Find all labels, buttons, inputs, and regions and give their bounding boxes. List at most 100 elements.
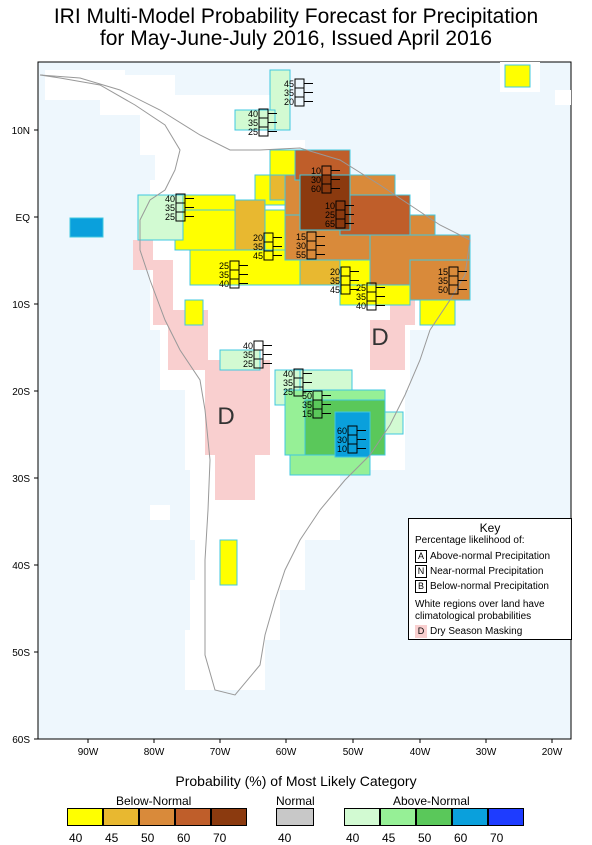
lat-label-20s: 20S [12, 387, 30, 398]
lon-label-30w: 30W [476, 747, 497, 758]
probability-value: 30 [337, 435, 347, 445]
legend-tick-below: 45 [105, 831, 119, 845]
legend-title: Probability (%) of Most Likely Category [175, 773, 417, 789]
probability-value: 25 [248, 127, 258, 137]
key-letter-box-dry: D [415, 625, 427, 638]
lat-label-60s: 60S [12, 735, 30, 746]
probability-value: 20 [253, 233, 263, 243]
dry-mask-mark: D [371, 324, 388, 351]
legend-tick-below: 40 [69, 831, 83, 845]
legend-swatch-below [211, 808, 247, 826]
key-row-below: B Below-normal Precipitation [415, 580, 549, 593]
key-row-label: Below-normal Precipitation [430, 581, 549, 593]
legend-below-label: Below-Normal [116, 794, 192, 808]
probability-value: 40 [356, 301, 366, 311]
lat-label-30s: 30S [12, 474, 30, 485]
probability-value: 35 [248, 118, 258, 128]
probability-value: 40 [243, 341, 253, 351]
key-white-note-1: White regions over land have [415, 599, 545, 610]
lon-label-40w: 40W [410, 747, 431, 758]
lat-label-eq: EQ [16, 213, 31, 224]
probability-value: 65 [325, 219, 335, 229]
probability-value: 25 [219, 261, 229, 271]
key-letter-box: A [415, 550, 427, 563]
lon-label-80w: 80W [144, 747, 165, 758]
probability-value: 35 [253, 242, 263, 252]
legend-tick-above: 45 [382, 831, 396, 845]
legend-tick-above: 70 [490, 831, 504, 845]
probability-value: 10 [325, 201, 335, 211]
lon-label-60w: 60W [276, 747, 297, 758]
probability-value: 30 [311, 175, 321, 185]
probability-value: 10 [337, 444, 347, 454]
probability-value: 10 [311, 166, 321, 176]
lon-label-90w: 90W [78, 747, 99, 758]
legend-swatch-below [103, 808, 139, 826]
legend-swatch-below [175, 808, 211, 826]
probability-value: 35 [330, 276, 340, 286]
probability-value: 35 [243, 350, 253, 360]
probability-value: 45 [330, 285, 340, 295]
legend-tick-above: 40 [346, 831, 360, 845]
probability-value: 60 [311, 184, 321, 194]
legend-swatch-above [416, 808, 452, 826]
probability-value: 45 [253, 251, 263, 261]
legend-tick-above: 50 [418, 831, 432, 845]
graticule-ticks [34, 129, 553, 743]
legend-tick-normal: 40 [278, 831, 292, 845]
probability-value: 25 [165, 212, 175, 222]
probability-value: 20 [284, 97, 294, 107]
key-subtitle: Percentage likelihood of: [415, 535, 525, 546]
probability-boxes: 4535204035251030604035251025652035451530… [165, 78, 467, 454]
key-row-dry: D Dry Season Masking [415, 625, 522, 638]
legend-swatch-above [452, 808, 488, 826]
lat-label-40s: 40S [12, 561, 30, 572]
legend-tick-below: 50 [141, 831, 155, 845]
legend-swatch-above [380, 808, 416, 826]
legend-swatch-below [139, 808, 175, 826]
probability-value: 45 [284, 79, 294, 89]
probability-value: 25 [243, 359, 253, 369]
probability-value: 35 [302, 400, 312, 410]
map-title-line-1: IRI Multi-Model Probability Forecast for… [53, 5, 539, 28]
probability-value: 30 [296, 241, 306, 251]
lat-label-50s: 50S [12, 648, 30, 659]
key-title: Key [479, 521, 501, 535]
key-row-near: N Near-normal Precipitation [415, 565, 543, 578]
probability-value: 40 [165, 194, 175, 204]
probability-value: 55 [296, 250, 306, 260]
probability-value: 15 [296, 232, 306, 242]
lon-label-50w: 50W [343, 747, 364, 758]
probability-value: 25 [283, 387, 293, 397]
probability-value: 35 [283, 378, 293, 388]
probability-value: 40 [248, 109, 258, 119]
legend-swatch-above [344, 808, 380, 826]
key-row-label: Dry Season Masking [430, 626, 523, 638]
legend-normal-label: Normal [276, 794, 315, 808]
lat-label-10s: 10S [12, 300, 30, 311]
probability-value: 40 [219, 279, 229, 289]
probability-value: 15 [302, 409, 312, 419]
key-row-label: Near-normal Precipitation [430, 566, 544, 578]
probability-value: 15 [438, 267, 448, 277]
probability-value: 25 [356, 283, 366, 293]
legend-swatch-normal [276, 808, 314, 826]
key-panel: Key Percentage likelihood of: A Above-nor… [408, 518, 572, 640]
legend-swatch-below [67, 808, 103, 826]
legend-swatch-above [488, 808, 524, 826]
key-letter-box: B [415, 580, 427, 593]
